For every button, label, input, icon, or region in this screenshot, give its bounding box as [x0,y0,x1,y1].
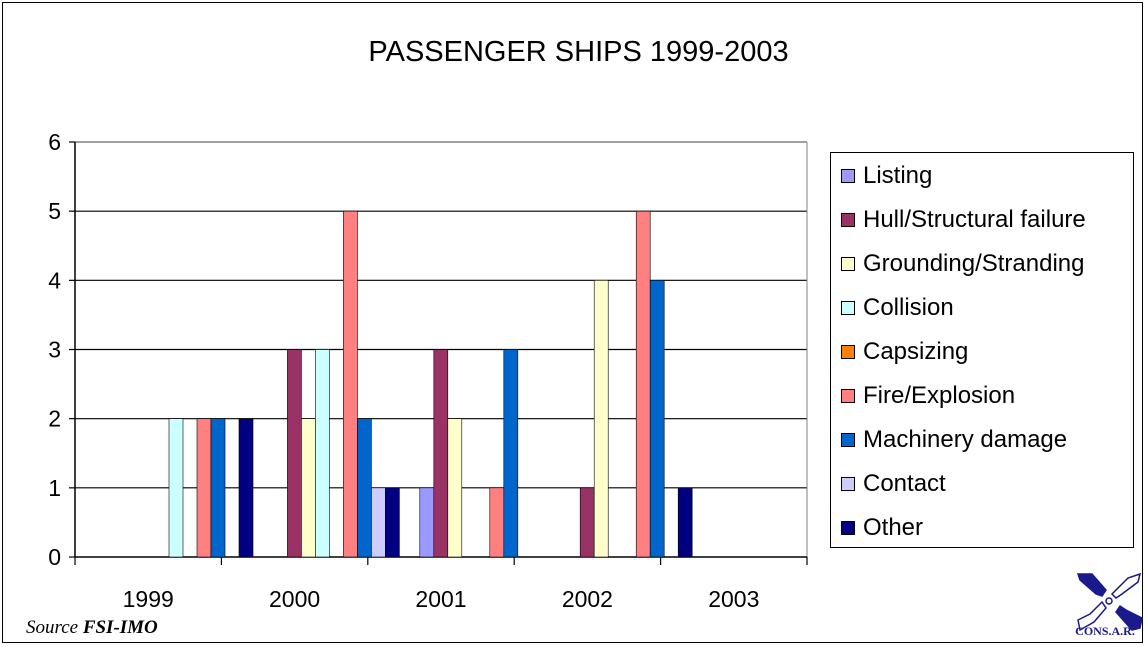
legend-label: Other [863,514,924,541]
bar [357,418,372,558]
legend-item: Grounding/Stranding [841,250,1085,277]
legend-label: Hull/Structural failure [863,206,1086,233]
x-tick-label: 2002 [562,586,613,612]
bar [649,280,665,558]
x-tick-label: 2003 [708,586,759,612]
chart-title: PASSENGER SHIPS 1999-2003 [368,36,789,68]
bar [385,487,400,558]
legend-swatch [841,433,855,447]
y-tick-label: 3 [48,337,61,363]
legend-label: Machinery damage [863,426,1068,453]
x-tick-label: 2001 [415,586,466,612]
bar [343,210,358,558]
legend-swatch [841,301,855,315]
legend-label: Collision [863,294,954,321]
legend-item: Capsizing [841,338,969,365]
legend-swatch [841,477,855,491]
bar [196,418,212,558]
bar [315,349,330,558]
bar [503,349,519,558]
legend-swatch [841,521,855,535]
legend-item: Machinery damage [841,426,1068,453]
legend-item: Listing [841,162,933,189]
legend-label: Listing [863,162,933,189]
legend-item: Hull/Structural failure [841,206,1086,233]
y-tick-label: 4 [48,267,61,293]
y-tick-label: 5 [48,198,61,224]
legend-item: Other [841,514,924,541]
logo-text: CONS.A.R. [1075,624,1135,638]
x-tick-label: 2000 [269,586,320,612]
bar [210,418,226,558]
y-tick-label: 2 [48,406,61,432]
bar [419,487,435,558]
bar [593,280,609,558]
source-org: FSI-IMO [82,617,158,638]
bar [635,210,651,558]
bar [489,487,505,558]
y-tick-label: 1 [48,475,61,501]
chart-legend: Listing Hull/Structural failure Grounding/… [830,152,1134,548]
bar [238,418,254,558]
legend-swatch [841,169,855,183]
legend-swatch [841,213,855,227]
bar [433,349,449,558]
legend-item: Collision [841,294,954,321]
consar-logo-icon [1076,572,1143,632]
legend-swatch [841,345,855,359]
bar [168,418,184,558]
legend-item: Fire/Explosion [841,382,1016,409]
legend-swatch [841,389,855,403]
y-tick-label: 6 [48,129,61,155]
bar [447,418,463,558]
legend-label: Contact [863,470,946,497]
source-note: Source FSI-IMO [26,617,158,639]
bar [579,487,595,558]
bar [301,418,316,558]
legend-label: Grounding/Stranding [863,250,1085,277]
legend-label: Capsizing [863,338,969,365]
legend-item: Contact [841,470,946,497]
legend-swatch [841,257,855,271]
y-tick-label: 0 [48,544,61,570]
source-prefix: Source [26,617,83,638]
x-tick-label: 1999 [123,586,174,612]
bar [371,487,386,558]
bar [287,349,302,558]
legend-label: Fire/Explosion [863,382,1016,409]
bar [677,487,693,558]
